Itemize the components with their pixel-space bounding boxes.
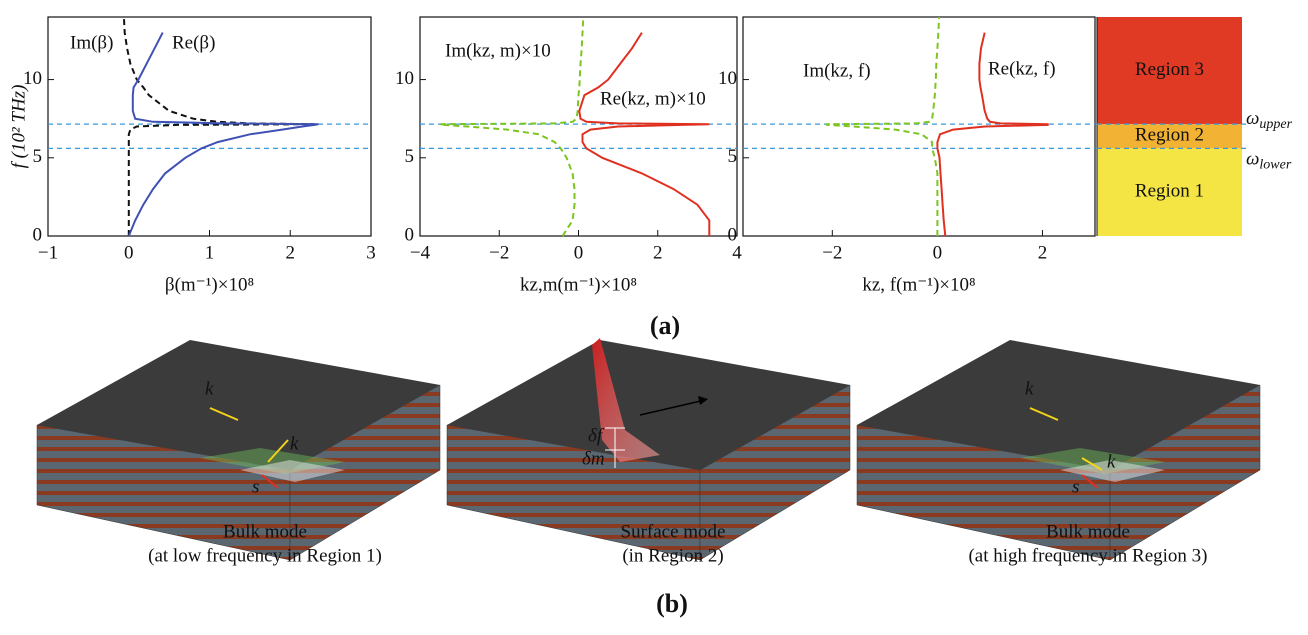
region-label: Region 3 xyxy=(1135,59,1204,80)
x-tick-label: 0 xyxy=(124,242,134,263)
boundary-symbol: ω xyxy=(1246,149,1259,170)
region-label: Region 2 xyxy=(1135,125,1204,146)
vector-label: k xyxy=(205,378,214,399)
slab-top xyxy=(37,340,440,470)
boundary-label: ωupper xyxy=(1246,109,1293,133)
x-tick-label: −1 xyxy=(38,242,58,263)
x-axis-label: kz,m(m⁻¹)×10⁸ xyxy=(520,274,637,295)
curve-label: Re(kz, m)×10 xyxy=(600,88,706,109)
boundary-sub: upper xyxy=(1259,117,1292,132)
x-tick-label: 4 xyxy=(732,242,742,263)
wave-vector xyxy=(1081,457,1103,471)
x-tick-label: 2 xyxy=(286,242,296,263)
x-tick-label: 3 xyxy=(366,242,376,263)
region xyxy=(1097,148,1242,236)
curve xyxy=(826,16,940,236)
curve-label: Re(β) xyxy=(172,32,215,53)
curve-label: Im(kz, m)×10 xyxy=(445,40,551,61)
y-tick-label: 5 xyxy=(405,146,415,167)
caption: (at high frequency in Region 3) xyxy=(968,545,1207,566)
vector-label: s xyxy=(252,476,259,497)
surface-wave xyxy=(592,338,660,462)
x-tick-label: −2 xyxy=(822,242,842,263)
propagation-arrow xyxy=(639,399,706,416)
arrow-head xyxy=(698,396,708,405)
y-tick-label: 5 xyxy=(33,146,43,167)
vector-label: k xyxy=(1107,451,1116,472)
slab-side xyxy=(1109,384,1261,561)
y-tick-label: 5 xyxy=(728,146,738,167)
wave-vector xyxy=(209,407,239,421)
caption: Bulk mode xyxy=(1046,521,1130,542)
caption: Bulk mode xyxy=(223,521,307,542)
region xyxy=(1097,124,1242,149)
y-axis-label: f (10² THz) xyxy=(8,85,29,169)
y-tick-label: 0 xyxy=(33,224,43,245)
panel-label: (a) xyxy=(650,311,680,340)
field-band xyxy=(1060,460,1165,482)
curve xyxy=(439,16,585,237)
poynting-vector xyxy=(261,474,279,489)
illustrations: Bulk mode (at low frequency in Region 1) k… xyxy=(36,338,1261,566)
y-tick-label: 10 xyxy=(23,68,42,89)
caption: Surface mode xyxy=(621,521,726,542)
boundary-label: ωlower xyxy=(1246,149,1292,173)
x-tick-label: 2 xyxy=(1038,242,1048,263)
boundary-symbol: ω xyxy=(1246,109,1259,130)
curve xyxy=(122,16,315,236)
x-tick-label: −2 xyxy=(489,242,509,263)
wave-vector xyxy=(267,439,289,463)
x-tick-label: −4 xyxy=(410,242,431,263)
curve-label: Im(β) xyxy=(70,32,113,53)
region xyxy=(1097,17,1242,125)
region-label: Region 1 xyxy=(1135,181,1204,202)
y-tick-label: 0 xyxy=(405,224,415,245)
slab-top xyxy=(447,340,850,470)
x-tick-label: 1 xyxy=(205,242,215,263)
wave-vector xyxy=(1029,407,1059,421)
x-axis-label: kz, f(m⁻¹)×10⁸ xyxy=(862,274,975,295)
caption: (in Region 2) xyxy=(622,545,723,566)
y-tick-label: 10 xyxy=(395,68,414,89)
vector-label: k xyxy=(1025,378,1034,399)
curve-label: Re(kz, f) xyxy=(988,58,1056,79)
curve-label: Im(kz, f) xyxy=(803,60,871,81)
y-tick-label: 0 xyxy=(728,224,738,245)
vector-label: s xyxy=(1072,476,1079,497)
x-tick-label: 2 xyxy=(653,242,663,263)
x-tick-label: 0 xyxy=(574,242,584,263)
curve xyxy=(127,32,319,237)
panel-label: (b) xyxy=(656,589,688,618)
poynting-vector xyxy=(1081,474,1099,489)
field-band xyxy=(240,460,345,482)
slab-top xyxy=(857,340,1260,470)
x-tick-label: 0 xyxy=(933,242,943,263)
slab-side xyxy=(699,384,851,561)
boundary-sub: lower xyxy=(1259,158,1291,173)
slab-side xyxy=(289,384,441,561)
decay-label: δf xyxy=(588,425,605,446)
x-axis-label: β(m⁻¹)×10⁸ xyxy=(165,274,254,295)
plot-frame xyxy=(742,16,1096,237)
decay-label: δm xyxy=(582,448,605,469)
vector-label: k xyxy=(290,433,299,454)
curve xyxy=(936,32,1049,237)
curve xyxy=(578,32,711,236)
y-tick-label: 10 xyxy=(718,68,737,89)
caption: (at low frequency in Region 1) xyxy=(148,545,382,566)
